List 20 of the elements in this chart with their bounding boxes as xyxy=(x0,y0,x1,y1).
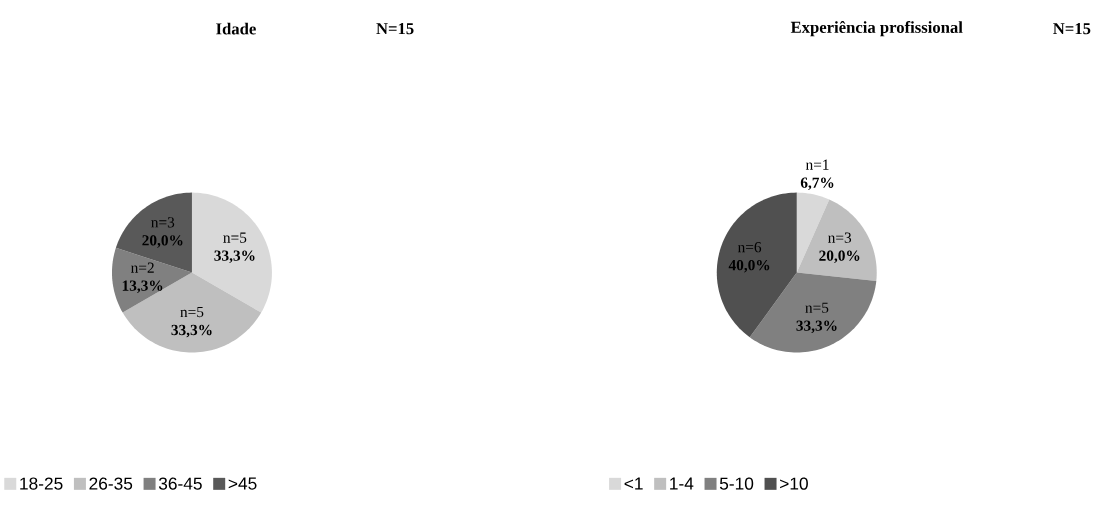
legend-label: <1 xyxy=(624,477,643,490)
data-label: n=5 33,3% xyxy=(171,307,212,338)
data-label: n=3 20,0% xyxy=(142,217,183,248)
legend-label: 18-25 xyxy=(20,477,63,490)
legend-label: 36-45 xyxy=(158,477,202,490)
chart-title: Idade xyxy=(216,23,256,35)
text: N=15 xyxy=(376,23,414,35)
data-label: n=1 6,7% xyxy=(800,159,834,191)
data-label: n=2 13,3% xyxy=(122,262,163,294)
text: N=15 xyxy=(1053,23,1091,35)
data-label: n=6 40,0% xyxy=(728,242,770,273)
legend-label: >45 xyxy=(228,477,257,490)
legend-label: 5-10 xyxy=(719,477,754,490)
data-label: n=3 20,0% xyxy=(819,232,860,264)
data-label: n=5 33,3% xyxy=(796,302,837,334)
chart-title: Experiência profissional xyxy=(790,21,963,37)
legend-label: 26-35 xyxy=(89,477,133,490)
data-label: n=5 33,3% xyxy=(214,232,255,264)
legend-label: >10 xyxy=(780,477,808,490)
legend-label: 1-4 xyxy=(670,477,694,490)
